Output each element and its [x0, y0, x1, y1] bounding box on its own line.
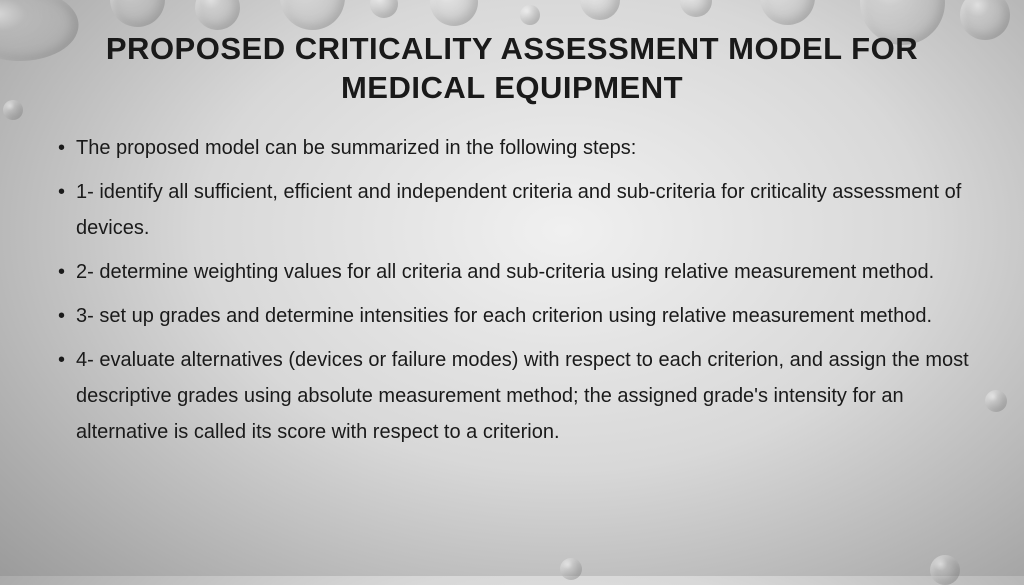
bubble-icon	[560, 558, 582, 580]
bullet-item: 4- evaluate alternatives (devices or fai…	[58, 342, 974, 450]
slide-content: PROPOSED CRITICALITY ASSESSMENT MODEL FO…	[0, 0, 1024, 478]
bullet-item: 1- identify all sufficient, efficient an…	[58, 174, 974, 246]
slide-title: PROPOSED CRITICALITY ASSESSMENT MODEL FO…	[50, 30, 974, 108]
bullet-item: 3- set up grades and determine intensiti…	[58, 298, 974, 334]
bullet-list: The proposed model can be summarized in …	[50, 130, 974, 450]
bullet-item: 2- determine weighting values for all cr…	[58, 254, 974, 290]
bubble-icon	[930, 555, 960, 585]
bullet-item: The proposed model can be summarized in …	[58, 130, 974, 166]
